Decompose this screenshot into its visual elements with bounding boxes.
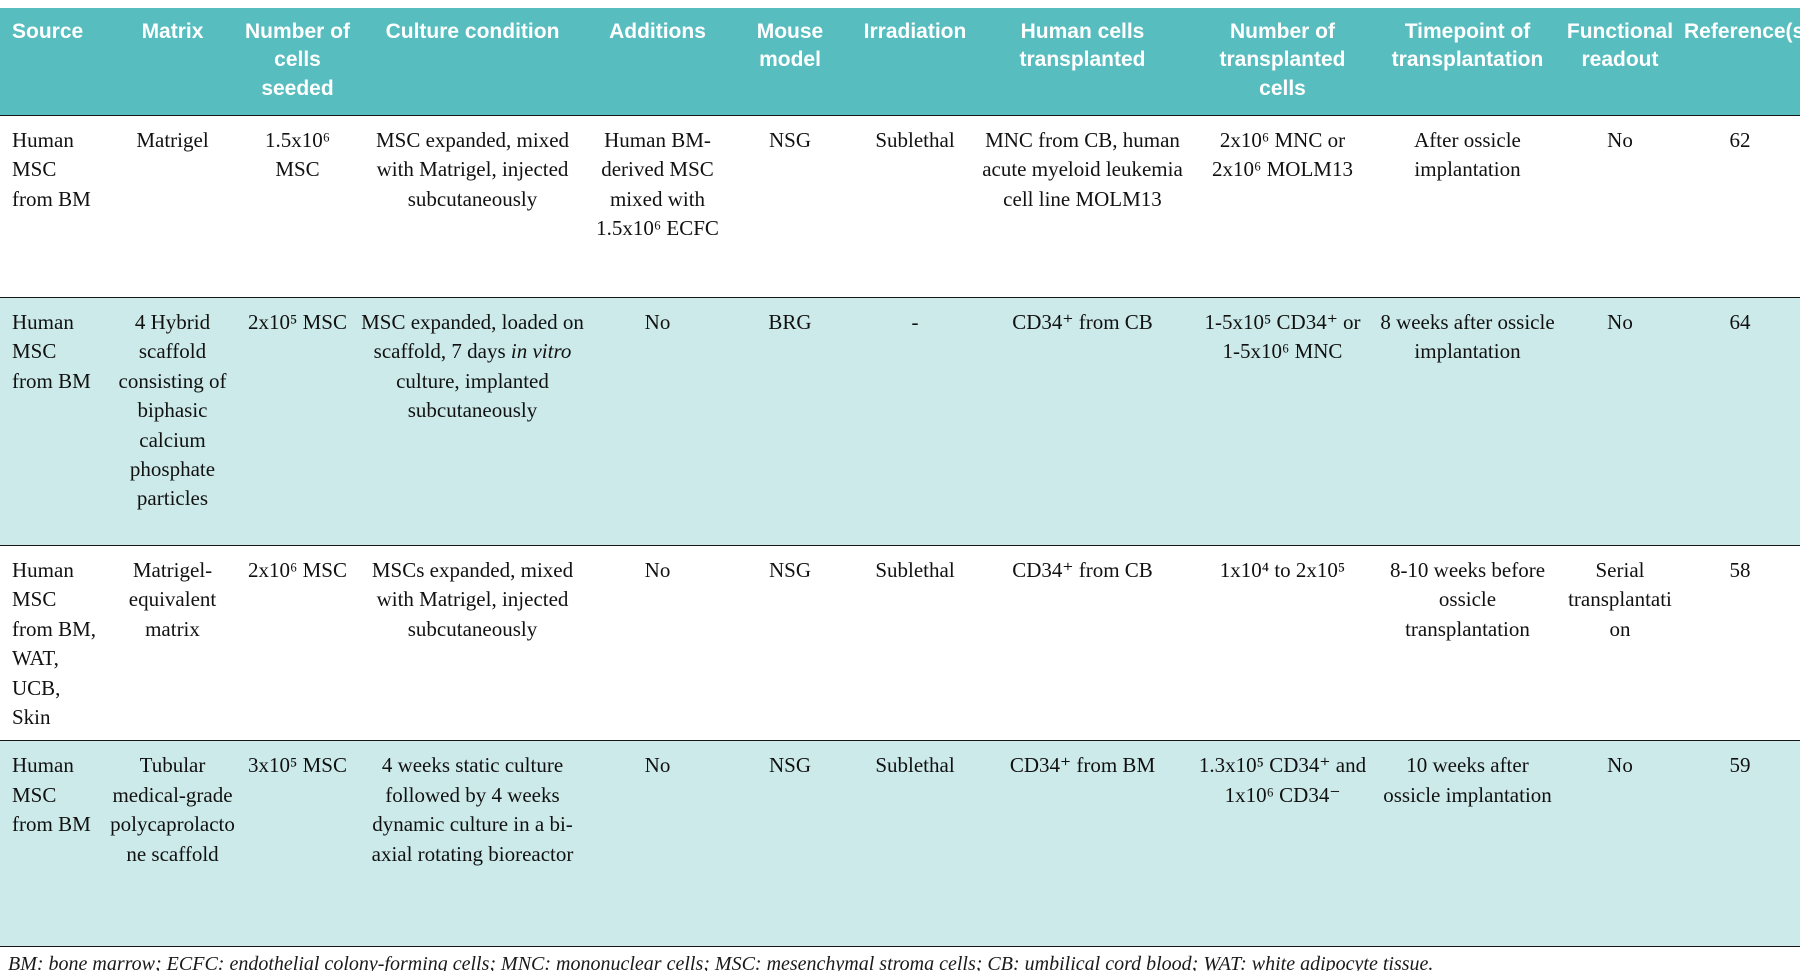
header-cell-n-transplanted: Number of transplanted cells	[1190, 8, 1375, 116]
header-cell-additions: Additions	[590, 8, 725, 116]
cell-irradiation: Sublethal	[875, 558, 955, 583]
cell-additions: No	[644, 558, 671, 583]
cell-timepoint: 8 weeks after ossicle implantation	[1380, 310, 1555, 364]
cell-timepoint: 10 weeks after ossicle implantation	[1383, 753, 1552, 807]
culture-text-italic: in vitro	[510, 339, 572, 364]
cell-matrix: Matrigel	[136, 128, 209, 153]
cell-human-cells: MNC from CB, human acute myeloid leukemi…	[982, 128, 1183, 211]
cell-n-transplanted: 1.3x10⁵ CD34⁺ and 1x10⁶ CD34⁻	[1198, 753, 1367, 807]
cell-matrix: 4 Hybrid scaffold consisting of biphasic…	[118, 310, 227, 511]
cell-source: Human MSC from BM	[12, 128, 91, 211]
header-cell-reference: Reference(s)	[1680, 8, 1800, 116]
cell-human-cells: CD34⁺ from CB	[1012, 558, 1153, 583]
cell-n-transplanted: 2x10⁶ MNC or 2x10⁶ MOLM13	[1212, 128, 1353, 182]
cell-irradiation: Sublethal	[875, 753, 955, 778]
table-header: Source Matrix Number of cells seeded Cul…	[0, 8, 1800, 116]
cell-culture-condition: MSC expanded, loaded on scaffold, 7 days…	[355, 298, 590, 546]
ossicle-models-table: Source Matrix Number of cells seeded Cul…	[0, 8, 1800, 946]
cell-culture-condition: 4 weeks static culture followed by 4 wee…	[371, 753, 574, 866]
cell-additions: Human BM-derived MSC mixed with 1.5x10⁶ …	[596, 128, 719, 241]
header-cell-mouse-model: Mouse model	[725, 8, 855, 116]
table-row: Human MSC from BM 4 Hybrid scaffold cons…	[0, 297, 1800, 546]
header-cell-cells-seeded: Number of cells seeded	[240, 8, 355, 116]
cell-cells-seeded: 3x10⁵ MSC	[248, 753, 347, 778]
cell-n-transplanted: 1x10⁴ to 2x10⁵	[1219, 558, 1346, 583]
header-cell-functional-readout: Functional readout	[1560, 8, 1680, 116]
cell-cells-seeded: 1.5x10⁶ MSC	[264, 128, 331, 182]
cell-timepoint: After ossicle implantation	[1414, 128, 1521, 182]
header-cell-culture-condition: Culture condition	[355, 8, 590, 116]
cell-human-cells: CD34⁺ from CB	[1012, 310, 1153, 335]
cell-human-cells: CD34⁺ from BM	[1009, 753, 1156, 778]
table-row: Human MSC from BM Matrigel 1.5x10⁶ MSC M…	[0, 115, 1800, 298]
cell-culture-condition: MSCs expanded, mixed with Matrigel, inje…	[371, 558, 574, 641]
cell-reference: 59	[1729, 753, 1751, 778]
cell-functional-readout: No	[1607, 753, 1633, 778]
header-cell-matrix: Matrix	[105, 8, 240, 116]
table-row: Human MSC from BM Tubular medical-grade …	[0, 740, 1800, 946]
header-cell-source: Source	[0, 8, 105, 116]
cell-matrix: Matrigel-equivalent matrix	[128, 558, 217, 641]
cell-source: Human MSC from BM, WAT, UCB, Skin	[12, 558, 96, 729]
cell-source: Human MSC from BM	[12, 753, 91, 837]
header-cell-timepoint: Timepoint of transplantation	[1375, 8, 1560, 116]
cell-n-transplanted: 1-5x10⁵ CD34⁺ or 1-5x10⁶ MNC	[1204, 310, 1361, 364]
cell-matrix: Tubular medical-grade polycaprolactone s…	[110, 753, 235, 866]
cell-cells-seeded: 2x10⁶ MSC	[248, 558, 347, 583]
header-cell-irradiation: Irradiation	[855, 8, 975, 116]
cell-source: Human MSC from BM	[12, 310, 91, 393]
cell-additions: No	[644, 753, 671, 778]
cell-cells-seeded: 2x10⁵ MSC	[248, 310, 347, 335]
table-footnote: BM: bone marrow; ECFC: endothelial colon…	[0, 945, 1800, 971]
cell-irradiation: -	[911, 310, 919, 335]
cell-additions: No	[644, 310, 671, 335]
cell-culture-condition: MSC expanded, mixed with Matrigel, injec…	[375, 128, 570, 211]
cell-reference: 58	[1729, 558, 1751, 583]
cell-irradiation: Sublethal	[875, 128, 955, 153]
cell-reference: 64	[1729, 310, 1751, 335]
header-row: Source Matrix Number of cells seeded Cul…	[0, 8, 1800, 116]
cell-functional-readout: Serial transplantation	[1568, 558, 1672, 641]
culture-text-post: culture, implanted subcutaneously	[396, 368, 549, 423]
table-row: Human MSC from BM, WAT, UCB, Skin Matrig…	[0, 545, 1800, 741]
cell-functional-readout: No	[1607, 310, 1633, 335]
cell-mouse-model: NSG	[768, 753, 811, 778]
cell-reference: 62	[1729, 128, 1751, 153]
cell-functional-readout: No	[1607, 128, 1633, 153]
cell-mouse-model: BRG	[768, 310, 812, 335]
header-cell-human-cells: Human cells transplanted	[975, 8, 1190, 116]
cell-timepoint: 8-10 weeks before ossicle transplantatio…	[1389, 558, 1546, 641]
culture-text-pre: MSC expanded, loaded on scaffold, 7 days	[361, 310, 584, 364]
cell-mouse-model: NSG	[768, 128, 811, 153]
cell-mouse-model: NSG	[768, 558, 811, 583]
